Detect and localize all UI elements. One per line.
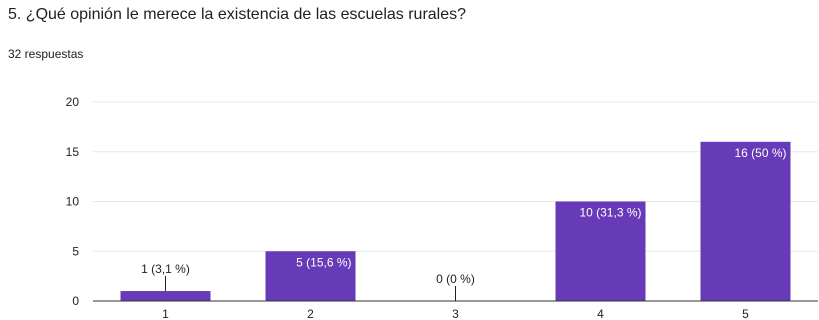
x-tick-label: 4	[597, 307, 604, 320]
bar	[120, 291, 211, 301]
bars	[120, 141, 791, 302]
y-tick-label: 20	[66, 95, 80, 109]
data-label: 0 (0 %)	[436, 272, 475, 286]
bar	[265, 251, 356, 301]
y-tick-labels: 0 5 10 15 20	[66, 95, 80, 308]
data-label: 16 (50 %)	[734, 146, 786, 160]
gridlines	[93, 101, 818, 252]
x-tick-labels: 1 2 3 4 5	[162, 307, 749, 320]
data-label: 1 (3,1 %)	[141, 262, 190, 276]
x-tick-label: 3	[452, 307, 459, 320]
x-tick-label: 2	[307, 307, 314, 320]
question-title: 5. ¿Qué opinión le merece la existencia …	[8, 6, 467, 23]
x-tick-label: 1	[162, 307, 169, 320]
bar	[555, 201, 646, 301]
y-tick-label: 15	[66, 145, 80, 159]
data-label: 10 (31,3 %)	[579, 206, 641, 220]
data-label: 5 (15,6 %)	[296, 255, 351, 269]
bar	[700, 141, 791, 301]
y-tick-label: 0	[72, 294, 79, 308]
y-tick-label: 10	[66, 195, 80, 209]
x-tick-label: 5	[742, 307, 749, 320]
y-tick-label: 5	[72, 244, 79, 258]
response-count: 32 respuestas	[8, 47, 84, 61]
data-labels: 1 (3,1 %) 5 (15,6 %) 0 (0 %) 10 (31,3 %) 16 …	[141, 146, 787, 301]
